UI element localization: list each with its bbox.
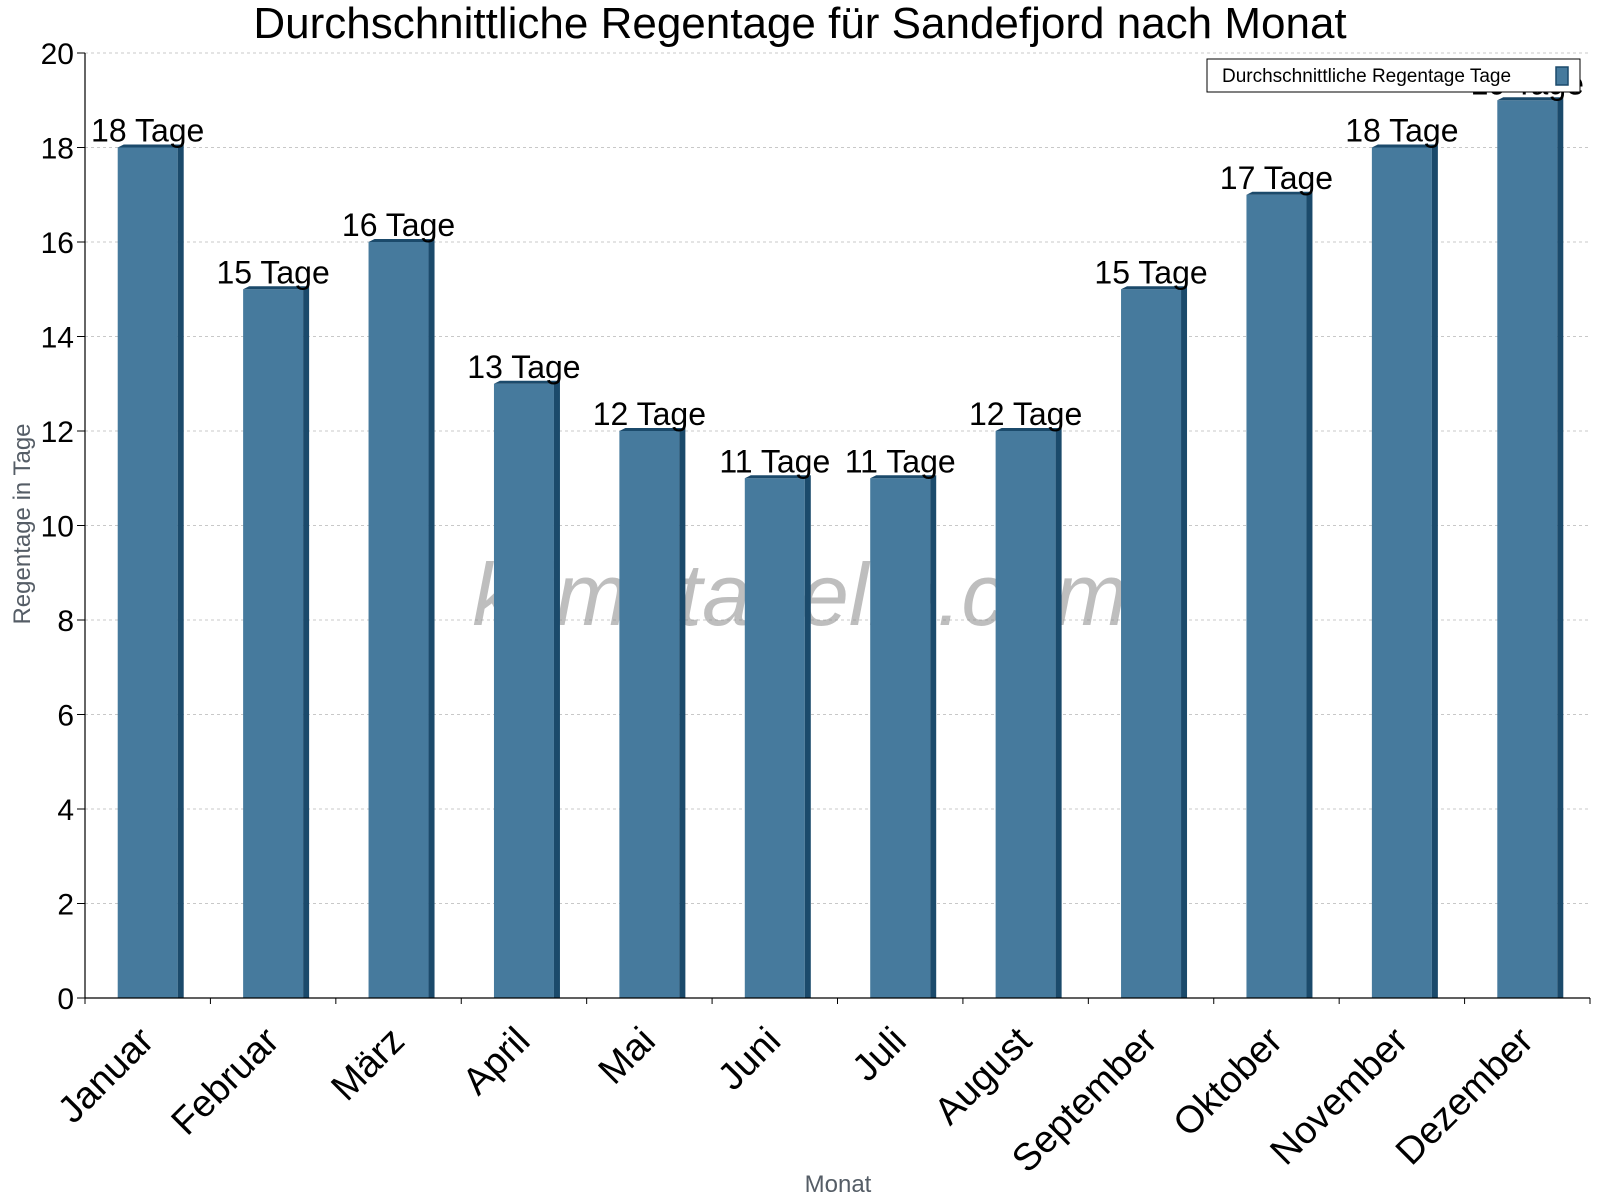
bar [243,286,310,998]
data-label: 11 Tage [719,443,830,479]
bar-face [995,431,1056,998]
bar [744,475,811,998]
chart-title: Durchschnittliche Regentage für Sandefjo… [253,0,1346,48]
bar [117,144,184,998]
bar-face [870,478,931,998]
bar [1497,97,1564,998]
y-tick-label: 18 [41,133,74,166]
legend: Durchschnittliche Regentage Tage [1206,58,1581,93]
bar-top [870,475,937,479]
bar [1246,191,1313,998]
bar [619,428,686,998]
bar-side [177,144,184,998]
y-axis-ticks: 0 2 4 6 8 10 12 14 16 18 20 [41,38,85,1016]
y-axis-title: Regentage in Tage [9,423,36,624]
bar [1371,144,1438,998]
y-tick-label: 20 [41,38,74,71]
x-tick-label: Juni [710,1020,789,1099]
data-label: 11 Tage [845,443,956,479]
bar-face [1497,100,1558,998]
x-tick-label: Mai [591,1020,664,1093]
bar-side [1431,144,1438,998]
bar-top [995,428,1062,431]
legend-label: Durchschnittliche Regentage Tage [1222,66,1511,87]
bar-face [1246,194,1307,998]
y-tick-label: 6 [57,700,74,733]
bar [493,380,560,998]
legend-swatch [1555,66,1569,86]
data-label: 17 Tage [1220,160,1333,196]
y-tick-label: 16 [41,227,74,260]
bar-top [368,239,435,242]
y-tick-label: 2 [57,889,74,922]
bar-face [368,242,429,998]
bar [870,475,937,998]
bar-side [1557,97,1564,998]
bar-face [619,431,680,998]
y-tick-label: 10 [41,511,74,544]
legend-box [1206,58,1581,93]
bar-top [1371,144,1438,148]
bar-face [1121,289,1182,998]
bar-top [1497,97,1564,101]
y-tick-label: 14 [41,322,74,355]
bar-side [303,286,310,998]
data-label: 12 Tage [969,396,1082,432]
bar-face [744,478,805,998]
bar-face [1371,147,1432,998]
x-tick-label: April [455,1020,538,1103]
y-tick-label: 4 [57,794,74,827]
bar-top [744,475,811,479]
bar-top [117,144,184,148]
bar-side [804,475,811,998]
data-label: 16 Tage [342,207,455,243]
data-label: 15 Tage [1094,254,1207,290]
bar-top [1121,286,1188,290]
y-tick-label: 8 [57,605,74,638]
x-axis-title: Monat [805,1171,872,1198]
bar-top [619,428,686,431]
bar-face [243,289,304,998]
bar-side [1181,286,1188,998]
bar-face [493,383,554,998]
data-label: 12 Tage [593,396,706,432]
x-tick-label: August [927,1019,1041,1133]
x-tick-label: Januar [50,1019,162,1131]
y-tick-label: 12 [41,416,74,449]
data-labels: 18 Tage 15 Tage 16 Tage 13 Tage 12 Tage 11 Ta… [91,65,1584,479]
x-tick-label: Dezember [1388,1019,1542,1173]
x-tick-label: Oktober [1166,1019,1292,1145]
bar-face [117,147,178,998]
bar-side [1306,191,1313,998]
x-tick-label: Februar [164,1019,288,1143]
bar-top [243,286,310,290]
gridlines [85,52,1590,904]
bar-side [553,380,560,998]
data-label: 18 Tage [1345,113,1458,149]
bar [995,428,1062,998]
y-tick-label: 0 [57,983,74,1016]
bar-side [930,475,937,998]
bar-top [1246,191,1313,195]
bar [1121,286,1188,998]
bar-side [1055,428,1062,998]
bar [368,239,435,998]
data-label: 13 Tage [467,349,580,385]
x-tick-label: Juli [845,1020,915,1090]
bar-side [679,428,686,998]
data-label: 18 Tage [91,113,204,149]
bar-side [428,239,435,998]
data-label: 15 Tage [216,254,329,290]
bars [117,97,1564,998]
bar-top [493,380,560,384]
x-tick-label: März [323,1020,412,1109]
x-axis-ticks: Januar Februar März April Mai Juni Juli AugustS… [50,998,1591,1181]
